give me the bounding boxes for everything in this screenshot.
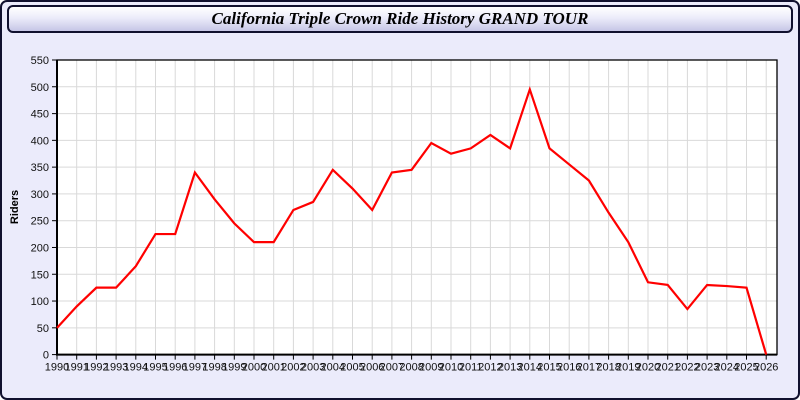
x-tick-label: 2014: [518, 362, 542, 374]
title-bar: California Triple Crown Ride History GRA…: [7, 5, 793, 33]
y-tick-label: 150: [31, 269, 49, 281]
x-tick-label: 2008: [399, 362, 423, 374]
x-tick-label: 2011: [459, 362, 483, 374]
y-tick-label: 400: [31, 135, 49, 147]
y-tick-label: 0: [43, 350, 49, 362]
y-tick-label: 550: [31, 55, 49, 67]
x-tick-label: 1999: [222, 362, 246, 374]
y-tick-label: 250: [31, 216, 49, 228]
x-tick-label: 2007: [380, 362, 404, 374]
x-tick-label: 2012: [478, 362, 502, 374]
x-tick-label: 1990: [45, 362, 69, 374]
x-tick-label: 2018: [596, 362, 620, 374]
x-tick-label: 2006: [360, 362, 384, 374]
plot-area: [57, 60, 777, 355]
x-tick-label: 2024: [715, 362, 739, 374]
y-tick-label: 50: [37, 323, 49, 335]
y-axis-title: Riders: [9, 189, 21, 225]
x-tick-label: 2023: [695, 362, 719, 374]
x-tick-label: 2004: [321, 362, 345, 374]
y-tick-label: 300: [31, 189, 49, 201]
x-tick-label: 2002: [281, 362, 305, 374]
x-tick-label: 2015: [537, 362, 561, 374]
x-tick-label: 1997: [183, 362, 207, 374]
riders-line: [56, 85, 768, 355]
chart-title: California Triple Crown Ride History GRA…: [211, 9, 589, 28]
x-tick-label: 1994: [124, 362, 148, 374]
x-tick-label: 2005: [340, 362, 364, 374]
x-tick-label: 2021: [655, 362, 679, 374]
x-tick-label: 2010: [439, 362, 463, 374]
x-tick-label: 2009: [419, 362, 443, 374]
x-tick-label: 2019: [616, 362, 640, 374]
y-tick-label: 500: [31, 82, 49, 94]
y-tick-label: 100: [31, 296, 49, 308]
x-tick-label: 2025: [734, 362, 758, 374]
y-tick-label: 200: [31, 242, 49, 254]
x-tick-label: 1993: [104, 362, 128, 374]
x-tick-label: 2026: [754, 362, 778, 374]
x-tick-label: 2000: [242, 362, 266, 374]
x-tick-label: 1996: [163, 362, 187, 374]
x-tick-label: 1991: [64, 362, 88, 374]
x-tick-label: 2017: [577, 362, 601, 374]
x-tick-label: 2016: [557, 362, 581, 374]
x-tick-label: 2003: [301, 362, 325, 374]
x-tick-label: 2001: [261, 362, 285, 374]
x-tick-label: 2020: [636, 362, 660, 374]
y-tick-label: 450: [31, 109, 49, 121]
x-tick-label: 1998: [202, 362, 226, 374]
x-tick-label: 1992: [84, 362, 108, 374]
x-tick-label: 2022: [675, 362, 699, 374]
x-tick-label: 1995: [143, 362, 167, 374]
x-tick-label: 2013: [498, 362, 522, 374]
y-tick-label: 350: [31, 162, 49, 174]
